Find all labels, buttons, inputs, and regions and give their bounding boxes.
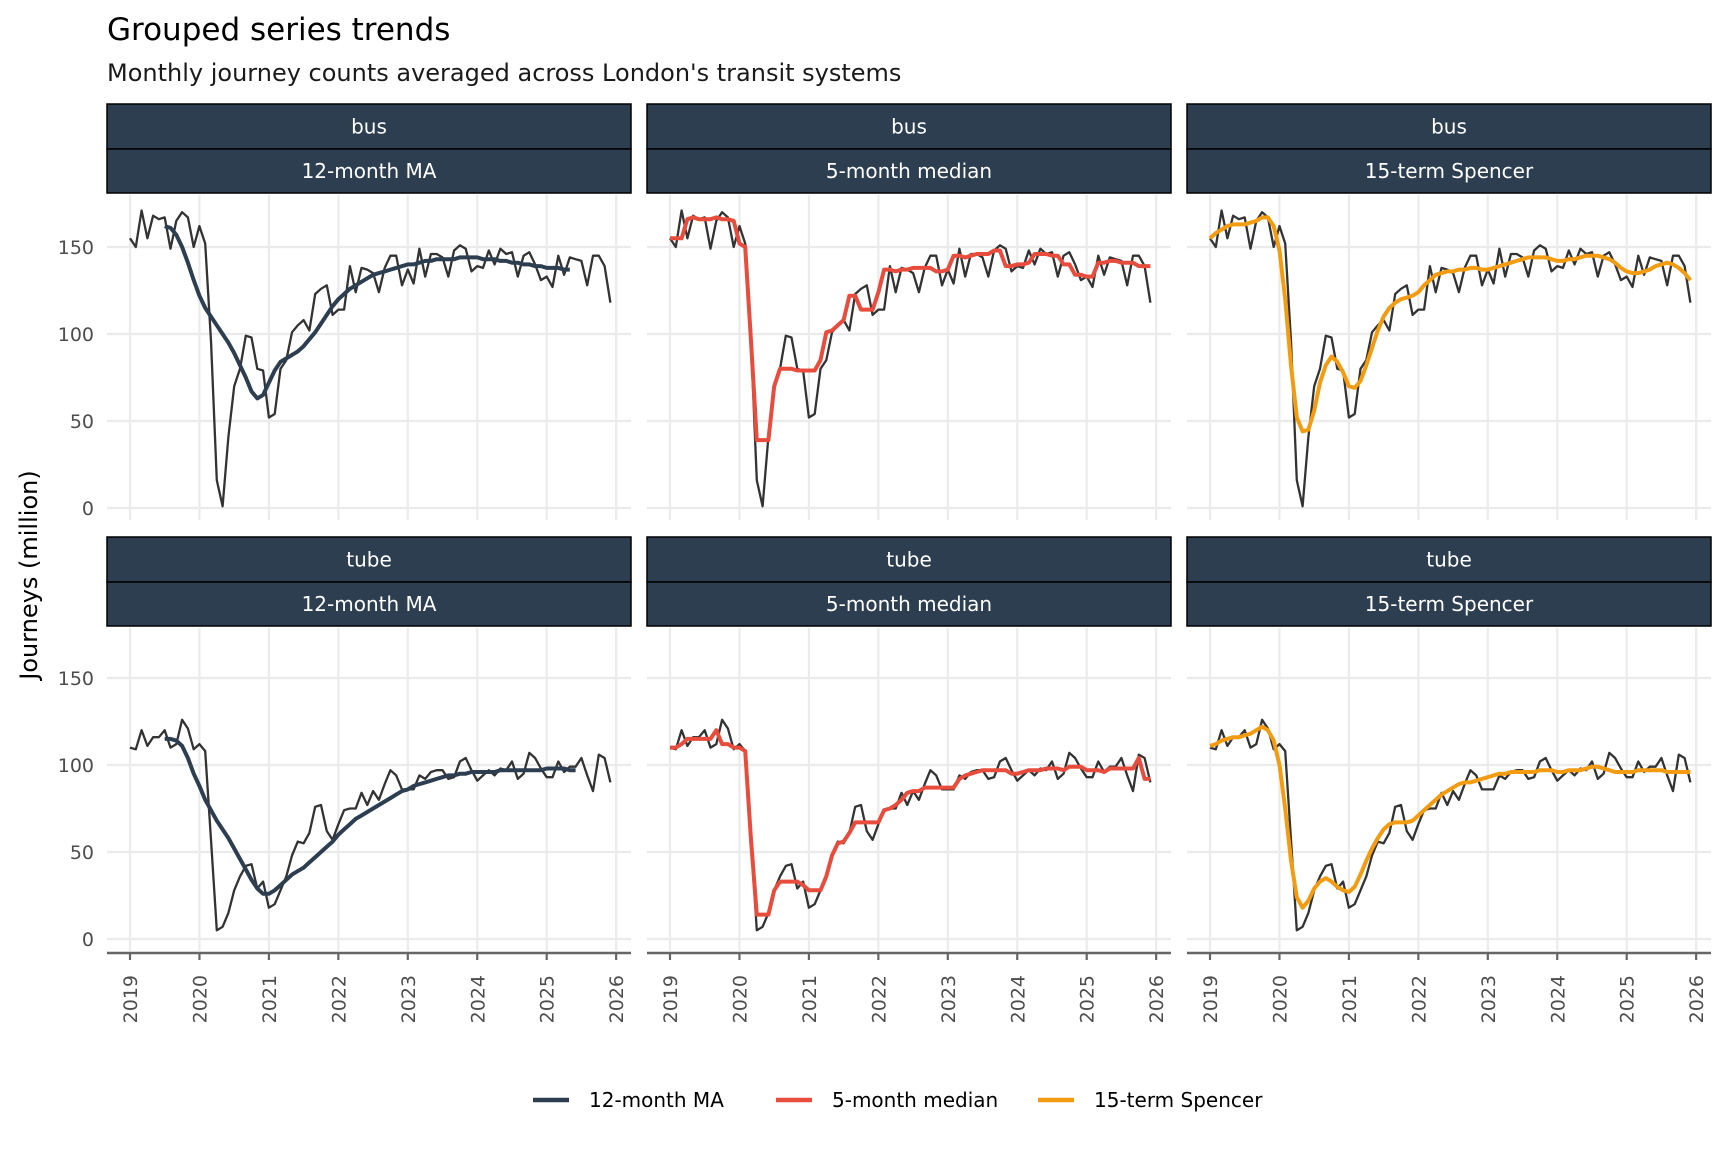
facet-strip-col <box>106 581 632 627</box>
facet-strip-col <box>646 148 1172 194</box>
smoothed-series-line <box>164 224 570 401</box>
chart-title: Grouped series trends <box>107 12 450 48</box>
strip-label-method: 12-month MA <box>302 592 437 616</box>
facet-panel-tube-0: tube 12-month MA 0 50 100 150 2019 2020 2021 2022… <box>58 536 632 1023</box>
legend-item: 12-month MA <box>533 1088 724 1112</box>
smoothed-series-line <box>1209 724 1691 910</box>
facet-strip-col <box>1186 581 1712 627</box>
x-tick-label: 2021 <box>799 975 821 1023</box>
x-tick-label: 2026 <box>1686 975 1708 1023</box>
strip-label-method: 12-month MA <box>302 159 437 183</box>
y-tick-label: 100 <box>58 324 94 346</box>
facet-strip-row <box>1186 103 1712 150</box>
facet-panel-bus-1: bus 5-month median <box>646 103 1172 520</box>
legend-item: 5-month median <box>776 1088 998 1112</box>
y-tick-label: 150 <box>58 237 94 259</box>
smoothed-series-line <box>164 736 576 896</box>
facet-panel-bus-2: bus 15-term Spencer <box>1186 103 1712 520</box>
facet-strip-col <box>106 148 632 194</box>
facet-strip-row <box>106 536 632 583</box>
y-tick-label: 0 <box>82 498 94 520</box>
legend-label: 15-term Spencer <box>1094 1088 1263 1112</box>
strip-label-system: tube <box>346 548 392 572</box>
x-tick-label: 2021 <box>1339 975 1361 1023</box>
raw-series-line <box>1209 718 1692 932</box>
strip-label-method: 5-month median <box>826 159 992 183</box>
x-tick-label: 2023 <box>398 975 420 1023</box>
x-tick-label: 2022 <box>328 975 350 1023</box>
x-tick-label: 2025 <box>1617 975 1639 1023</box>
x-tick-label: 2019 <box>1200 975 1222 1023</box>
y-tick-label: 50 <box>70 411 94 433</box>
facet-strip-col <box>646 581 1172 627</box>
x-tick-label: 2021 <box>259 975 281 1023</box>
facet-strip-col <box>1186 148 1712 194</box>
legend-label: 5-month median <box>832 1088 998 1112</box>
facet-panel-tube-2: tube 15-term Spencer 2019 2020 2021 2022 2023 2… <box>1186 536 1712 1023</box>
x-tick-label: 2020 <box>729 975 751 1023</box>
x-tick-label: 2023 <box>938 975 960 1023</box>
raw-series-line <box>669 209 1152 508</box>
strip-label-system: bus <box>891 115 927 139</box>
y-tick-label: 150 <box>58 668 94 690</box>
facet-panels: bus 12-month MA 0 50 100 150 bus 5-month median… <box>58 103 1712 1023</box>
raw-series-line <box>129 718 612 932</box>
strip-label-system: bus <box>351 115 387 139</box>
strip-label-system: bus <box>1431 115 1467 139</box>
x-tick-label: 2020 <box>1269 975 1291 1023</box>
strip-label-method: 5-month median <box>826 592 992 616</box>
x-tick-label: 2019 <box>120 975 142 1023</box>
smoothed-series-line <box>670 728 1151 917</box>
facet-panel-tube-1: tube 5-month median 2019 2020 2021 2022 2023 20… <box>646 536 1172 1023</box>
raw-series-line <box>1209 209 1692 508</box>
strip-label-system: tube <box>886 548 932 572</box>
smoothed-series-line <box>670 215 1151 443</box>
legend: 12-month MA 5-month median 15-term Spencer <box>533 1088 1263 1112</box>
x-tick-label: 2019 <box>660 975 682 1023</box>
y-axis-title: Journeys (million) <box>15 470 43 681</box>
x-tick-label: 2020 <box>189 975 211 1023</box>
x-tick-label: 2025 <box>537 975 559 1023</box>
x-tick-label: 2026 <box>1146 975 1168 1023</box>
facet-strip-row <box>106 103 632 150</box>
x-tick-label: 2023 <box>1478 975 1500 1023</box>
y-tick-label: 100 <box>58 755 94 777</box>
facet-strip-row <box>1186 536 1712 583</box>
x-tick-label: 2024 <box>1007 975 1029 1023</box>
strip-label-system: tube <box>1426 548 1472 572</box>
x-tick-label: 2026 <box>606 975 628 1023</box>
x-tick-label: 2024 <box>467 975 489 1023</box>
y-tick-label: 50 <box>70 842 94 864</box>
strip-label-method: 15-term Spencer <box>1365 592 1534 616</box>
x-tick-label: 2022 <box>1408 975 1430 1023</box>
chart-subtitle: Monthly journey counts averaged across L… <box>107 59 901 87</box>
x-tick-label: 2024 <box>1547 975 1569 1023</box>
facet-panel-bus-0: bus 12-month MA 0 50 100 150 <box>58 103 632 520</box>
x-tick-label: 2022 <box>868 975 890 1023</box>
legend-label: 12-month MA <box>589 1088 724 1112</box>
smoothed-series-line <box>1208 215 1692 434</box>
x-tick-label: 2025 <box>1077 975 1099 1023</box>
strip-label-method: 15-term Spencer <box>1365 159 1534 183</box>
legend-item: 15-term Spencer <box>1038 1088 1263 1112</box>
raw-series-line <box>129 209 612 508</box>
y-tick-label: 0 <box>82 929 94 951</box>
